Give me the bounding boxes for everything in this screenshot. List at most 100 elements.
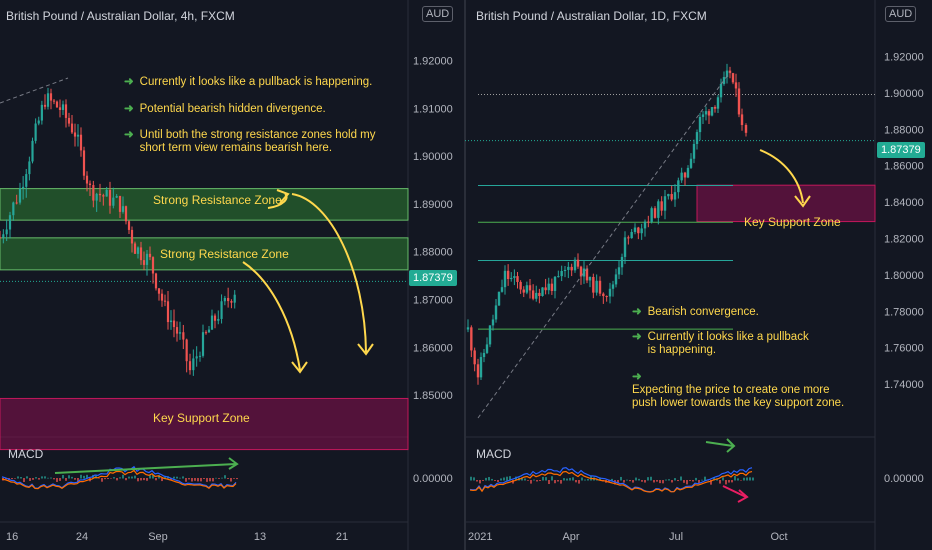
macd-histogram-bar	[101, 478, 103, 482]
macd-histogram-bar	[719, 480, 721, 484]
projection-arrow	[759, 149, 804, 204]
macd-histogram-bar	[191, 478, 193, 482]
macd-histogram-bar	[152, 474, 154, 479]
macd-histogram-bar	[662, 480, 664, 484]
macd-histogram-bar	[77, 478, 79, 482]
candle-body	[744, 124, 748, 133]
candle-body	[491, 319, 495, 326]
currency-badge-1d[interactable]: AUD	[885, 6, 917, 22]
macd-histogram-bar	[494, 480, 496, 481]
candle-body	[488, 325, 492, 345]
candle-body	[560, 270, 563, 277]
y-tick-label: 1.88000	[884, 124, 924, 136]
signal-line	[1, 469, 237, 490]
macd-histogram-bar	[206, 478, 208, 482]
macd-histogram-bar	[74, 478, 76, 480]
projection-arrow-head	[291, 361, 308, 374]
candle-body	[130, 229, 134, 244]
candle-body	[73, 132, 77, 137]
candle-body	[500, 287, 504, 292]
candle-body	[602, 293, 605, 297]
candle-body	[52, 100, 56, 102]
projection-arrow-head	[357, 343, 374, 356]
macd-histogram-bar	[728, 480, 730, 483]
x-tick-label: Jul	[669, 531, 683, 543]
candle-body	[8, 215, 12, 230]
macd-label-4h: MACD	[8, 447, 44, 461]
macd-histogram-bar	[530, 480, 532, 484]
candle-body	[227, 297, 230, 302]
candle-body	[650, 208, 653, 222]
candle-body	[538, 292, 541, 297]
macd-histogram-bar	[533, 479, 535, 481]
macd-histogram-bar	[698, 480, 700, 484]
candle-body	[637, 227, 640, 234]
macd-histogram-bar	[104, 478, 106, 480]
y-tick-label: 1.89000	[413, 199, 453, 211]
macd-histogram-bar	[17, 476, 19, 479]
candle-body	[102, 195, 105, 197]
candle-body	[98, 193, 102, 196]
candle-body	[531, 290, 535, 299]
macd-histogram-bar	[479, 480, 481, 484]
candle-body	[660, 201, 663, 211]
macd-histogram-bar	[131, 476, 133, 479]
candle-body	[592, 276, 595, 293]
macd-histogram-bar	[41, 476, 43, 479]
macd-histogram-bar	[236, 478, 238, 480]
macd-histogram-bar	[119, 477, 121, 479]
candle-body	[95, 193, 98, 201]
candle-body	[163, 300, 167, 302]
candle-body	[188, 361, 192, 371]
macd-histogram-bar	[611, 478, 613, 481]
candle-body	[683, 172, 687, 178]
y-tick-label: 1.78000	[884, 306, 924, 318]
candle-body	[557, 276, 560, 278]
candle-body	[653, 208, 657, 218]
macd-histogram-bar	[752, 477, 754, 481]
arrow-right-icon: ➜	[632, 371, 642, 383]
macd-histogram-bar	[14, 478, 16, 479]
candle-body	[713, 107, 717, 109]
zone-label-support-4h: Key Support Zone	[153, 411, 250, 425]
macd-histogram-bar	[68, 475, 70, 479]
candle-body	[614, 274, 618, 285]
candle-body	[220, 301, 223, 319]
candle-body	[233, 294, 236, 303]
candle-body	[535, 292, 538, 299]
candle-body	[482, 352, 486, 358]
candle-body	[670, 194, 673, 200]
candle-body	[31, 140, 34, 162]
macd-histogram-bar	[608, 480, 610, 482]
macd-histogram-bar	[35, 477, 37, 479]
macd-histogram-bar	[626, 479, 628, 481]
macd-histogram-bar	[539, 480, 541, 481]
candle-body	[573, 259, 577, 271]
macd-zero-tick: 0.00000	[413, 473, 453, 485]
y-tick-label: 1.86000	[884, 161, 924, 173]
macd-histogram-bar	[578, 480, 580, 484]
candle-body	[617, 267, 621, 275]
candle-body	[22, 186, 25, 189]
trend-line-dashed	[477, 71, 731, 419]
currency-badge-4h[interactable]: AUD	[422, 6, 454, 22]
candle-body	[737, 88, 741, 115]
divergence-arrowhead	[228, 457, 239, 470]
macd-histogram-bar	[749, 477, 751, 481]
macd-histogram-bar	[488, 477, 490, 481]
y-tick-label: 1.90000	[413, 151, 453, 163]
candle-body	[121, 206, 125, 212]
macd-histogram-bar	[188, 478, 190, 480]
macd-histogram-bar	[740, 480, 742, 481]
macd-histogram-bar	[179, 477, 181, 479]
y-tick-label: 1.88000	[413, 247, 453, 259]
macd-histogram-bar	[569, 477, 571, 481]
macd-histogram-bar	[653, 480, 655, 483]
macd-histogram-bar	[557, 480, 559, 482]
candle-body	[630, 231, 633, 239]
macd-histogram-bar	[155, 478, 157, 481]
candle-body	[719, 83, 723, 98]
macd-histogram-bar	[173, 476, 175, 479]
macd-histogram-bar	[176, 476, 178, 479]
candle-body	[722, 77, 726, 84]
